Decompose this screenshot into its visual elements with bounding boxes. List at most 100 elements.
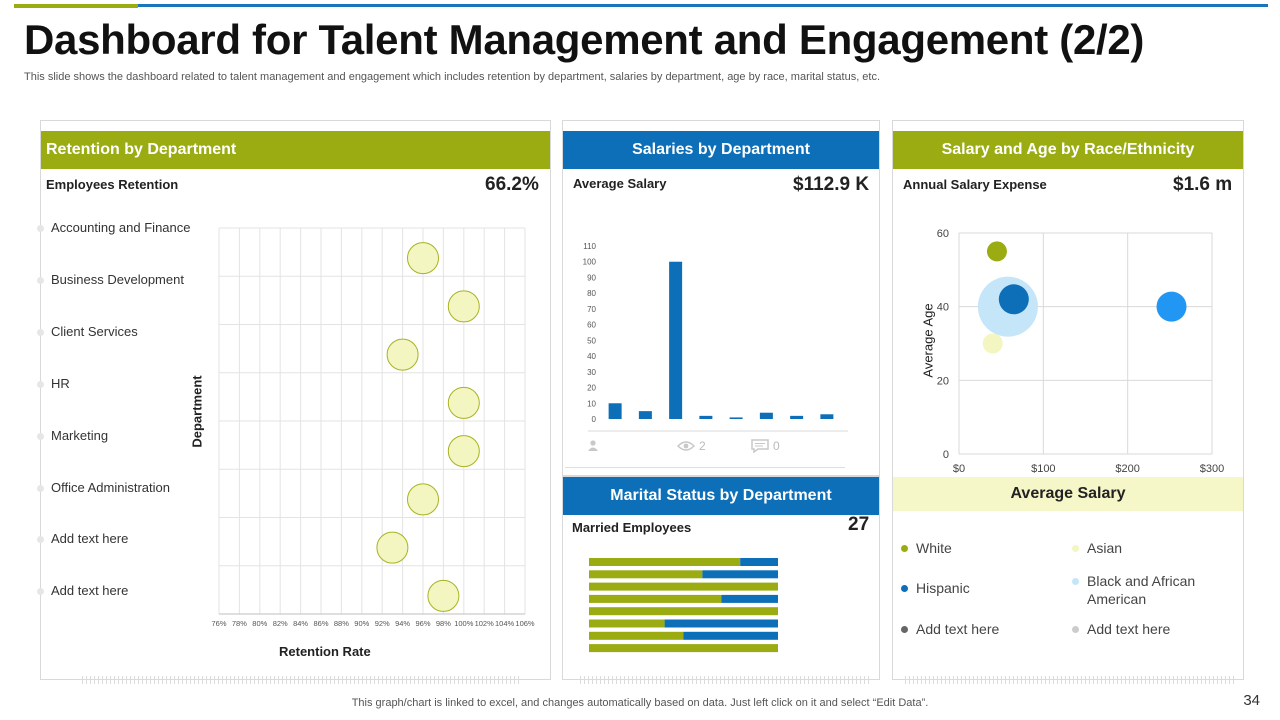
marital-bar-other	[664, 619, 778, 628]
race-legend-item: Asian	[1072, 539, 1122, 557]
salaries-kpi-label: Average Salary	[573, 176, 667, 191]
retention-y-axis-title: Department	[189, 375, 205, 448]
salaries-y-tick: 80	[587, 289, 596, 298]
legend-label: Hispanic	[916, 580, 970, 596]
marital-bar-married	[589, 619, 665, 628]
department-label: Add text here	[37, 531, 128, 546]
legend-label: White	[916, 540, 952, 556]
views-count: 2	[699, 439, 706, 453]
retention-x-tick: 94%	[395, 619, 410, 628]
race-y-tick: 60	[937, 228, 949, 240]
retention-point	[407, 242, 439, 275]
marital-bar-married	[589, 570, 703, 579]
legend-dot-icon	[901, 545, 908, 552]
retention-x-tick: 86%	[313, 619, 328, 628]
retention-x-tick: 100%	[454, 619, 474, 628]
department-name: Add text here	[51, 583, 129, 599]
footnote: This graph/chart is linked to excel, and…	[351, 697, 929, 709]
bottom-strip-left	[82, 676, 522, 684]
department-label: Office Administration	[37, 479, 170, 495]
views-indicator: 2	[677, 439, 706, 453]
marital-bar-married	[589, 631, 684, 640]
retention-x-tick: 78%	[232, 619, 247, 628]
department-bullet-icon	[37, 536, 44, 544]
department-label: Add text here	[37, 583, 129, 599]
legend-label: Add text here	[1087, 621, 1171, 637]
race-y-tick: 20	[937, 375, 949, 387]
salaries-bar	[608, 403, 622, 419]
marital-bar-married	[589, 594, 722, 603]
salaries-footer-rule	[565, 467, 845, 468]
race-legend-item: White	[901, 539, 952, 557]
salaries-y-tick: 40	[587, 352, 596, 361]
retention-point	[447, 386, 480, 419]
retention-x-tick: 104%	[495, 619, 515, 628]
salaries-bar	[820, 414, 834, 419]
bottom-strip-right	[905, 676, 1235, 684]
salaries-y-tick: 70	[587, 305, 596, 314]
salaries-chart: 0 10 20 30 40 50 60 70 80 90 100 110	[583, 242, 848, 432]
salaries-kpi-value: $112.9 K	[793, 174, 870, 195]
department-bullet-icon	[37, 225, 44, 232]
retention-x-tick: 88%	[334, 619, 349, 628]
retention-x-tick: 92%	[375, 619, 390, 628]
marital-kpi-label: Married Employees	[572, 520, 692, 535]
department-bullet-icon	[37, 432, 44, 440]
department-label: Accounting and Finance	[37, 220, 190, 235]
retention-x-tick: 84%	[293, 619, 308, 628]
retention-point	[376, 531, 409, 564]
salaries-y-tick: 10	[587, 399, 596, 408]
marital-bar-married	[589, 558, 741, 566]
eye-icon	[677, 441, 695, 451]
legend-label: Add text here	[916, 621, 1000, 637]
legend-dot-icon	[901, 626, 908, 633]
page-subtitle: This slide shows the dashboard related t…	[24, 71, 881, 83]
race-x-axis-title: Average Salary	[1010, 485, 1126, 502]
retention-x-tick: 102%	[475, 619, 495, 628]
race-x-tick: $200	[1115, 463, 1139, 475]
legend-label: Black and African American	[1087, 573, 1196, 607]
race-panel: Salary and Age by Race/Ethnicity Annual …	[892, 120, 1244, 680]
legend-dot-icon	[1072, 626, 1079, 633]
user-icon	[588, 440, 598, 451]
retention-kpi-label: Employees Retention	[46, 177, 179, 192]
department-bullet-icon	[37, 276, 44, 284]
retention-point	[407, 483, 439, 516]
retention-header: Retention by Department	[41, 131, 550, 169]
salaries-y-tick: 30	[587, 368, 596, 377]
race-legend-item: Add text here	[1072, 620, 1170, 638]
legend-dot-icon	[1072, 545, 1079, 552]
marital-bar-married	[589, 644, 778, 653]
race-x-tick: $0	[953, 463, 965, 475]
race-chart: $0 $100 $200 $300 0 20 40 60	[937, 228, 1224, 475]
race-bubble	[998, 284, 1029, 315]
salaries-bar	[729, 417, 743, 419]
marital-bar-married	[589, 582, 778, 591]
department-name: HR	[51, 375, 70, 391]
race-y-tick: 40	[937, 302, 949, 314]
salaries-y-tick: 60	[587, 321, 596, 330]
race-bubble	[1156, 291, 1187, 322]
race-header: Salary and Age by Race/Ethnicity	[893, 131, 1243, 169]
top-rule	[14, 4, 1268, 7]
race-y-axis-title: Average Age	[920, 303, 936, 378]
top-rule-accent	[14, 4, 138, 8]
retention-chart: 76% 78% 80% 82% 84% 86% 88% 90% 92% 94% 96% 98% 100%…	[211, 227, 535, 628]
comments-indicator: 0	[751, 439, 780, 453]
salaries-y-tick: 90	[587, 273, 596, 282]
department-bullet-icon	[37, 484, 44, 492]
marital-bar-other	[740, 558, 778, 566]
salaries-bar	[669, 261, 683, 419]
bottom-strip-mid	[580, 676, 870, 684]
retention-x-tick: 82%	[273, 619, 288, 628]
salaries-bar	[790, 415, 804, 419]
salaries-header: Salaries by Department	[563, 131, 879, 169]
salaries-panel: Salaries by Department Average Salary $1…	[562, 120, 880, 476]
department-name: Office Administration	[51, 479, 170, 495]
marital-bar-other	[683, 631, 778, 640]
retention-kpi-value: 66.2%	[485, 174, 539, 195]
department-name: Marketing	[51, 427, 109, 443]
retention-point	[447, 435, 480, 468]
retention-x-tick: 80%	[252, 619, 267, 628]
department-bullet-icon	[37, 588, 44, 596]
